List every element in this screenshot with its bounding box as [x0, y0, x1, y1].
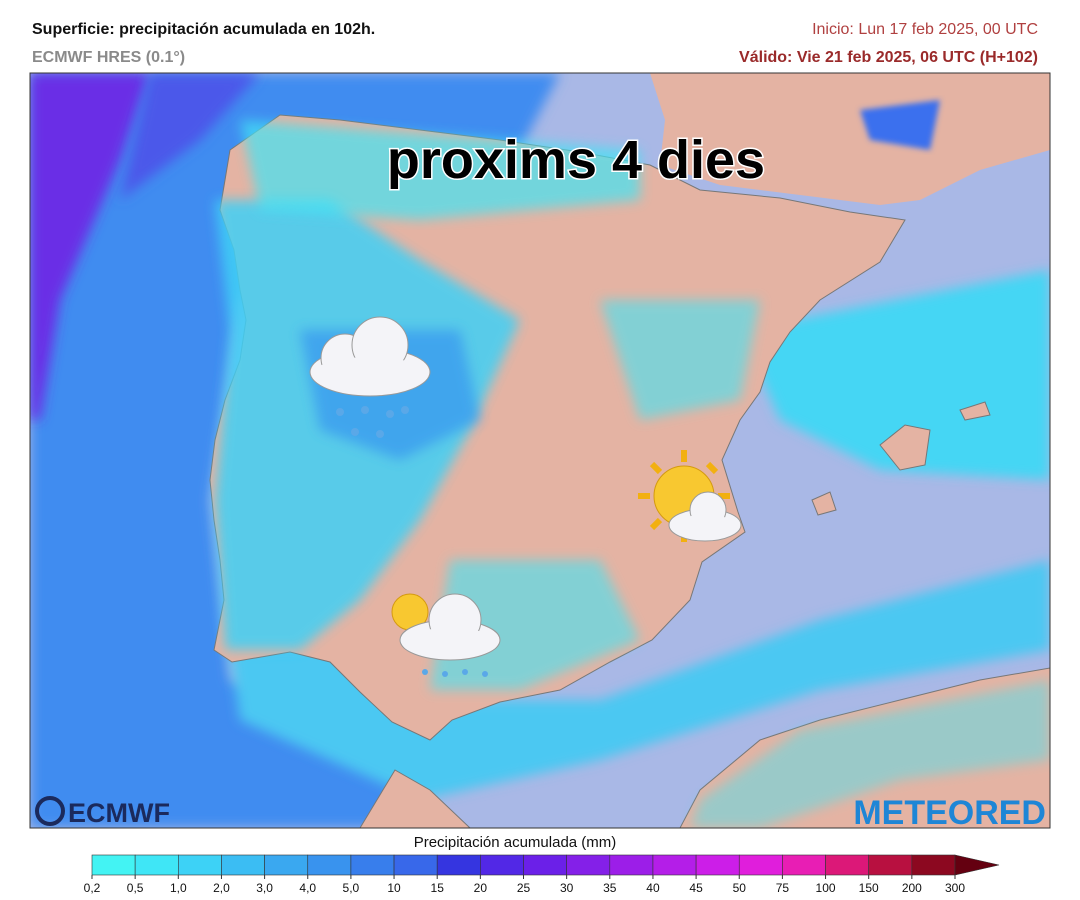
land-morocco: [359, 769, 471, 828]
land-menorca: [959, 401, 991, 421]
legend-swatch: [911, 854, 956, 876]
legend-swatch: [480, 854, 524, 876]
map: proxims 4 dies ECMWF METEORED: [30, 73, 1050, 832]
precip-heavy: [30, 73, 150, 420]
logo-ecmwf: ECMWF: [35, 796, 170, 828]
legend-swatch: [264, 854, 309, 876]
precip-alps: [860, 100, 940, 150]
map-frame: [29, 72, 1051, 829]
legend-swatch: [307, 854, 352, 876]
land-ibiza: [811, 491, 837, 516]
legend-swatch: [566, 854, 611, 876]
precip-atlantic: [30, 73, 560, 828]
precip-africa: [690, 680, 1050, 828]
precip-ne: [600, 300, 760, 420]
legend-label: 4,0: [299, 881, 316, 895]
icon-rain: [309, 316, 431, 438]
title: Superficie: precipitación acumulada en 1…: [32, 21, 375, 38]
logo-meteored: METEORED: [853, 794, 1046, 832]
precip-east: [740, 270, 1050, 480]
legend-label: 150: [859, 881, 879, 895]
legend-label: 30: [560, 881, 574, 895]
icon-sun-cloud: [638, 450, 742, 542]
legend-label: 25: [517, 881, 531, 895]
legend-label: 10: [387, 881, 401, 895]
legend-swatch: [350, 854, 395, 876]
legend-label: 0,5: [127, 881, 144, 895]
init-time: Inicio: Lun 17 feb 2025, 00 UTC: [812, 21, 1038, 38]
legend-label: 0,2: [84, 881, 101, 895]
valid-time: Válido: Vie 21 feb 2025, 06 UTC (H+102): [739, 49, 1038, 66]
land-france: [650, 73, 1050, 205]
legend-swatch: [652, 854, 697, 876]
legend-label: 45: [689, 881, 703, 895]
legend-swatch: [221, 854, 265, 876]
model: ECMWF HRES (0.1°): [32, 49, 185, 66]
legend-swatch: [134, 854, 179, 876]
legend-swatch: [609, 854, 654, 876]
legend-label: 100: [816, 881, 836, 895]
legend-swatch: [91, 854, 136, 876]
legend-swatch: [523, 854, 567, 876]
legend-label: 3,0: [256, 881, 273, 895]
legend-label: 200: [902, 881, 922, 895]
legend-label: 20: [474, 881, 488, 895]
precip-south: [230, 560, 1050, 800]
icon-sun-cloud-rain: [391, 593, 501, 677]
logo-ecmwf-text: ECMWF: [68, 798, 170, 828]
legend-swatch: [782, 854, 826, 876]
overlay-text: proxims 4 dies: [387, 130, 765, 190]
legend-label: 40: [646, 881, 660, 895]
legend-swatch: [178, 854, 222, 876]
legend-swatch: [436, 854, 481, 876]
precip-andalusia: [430, 560, 640, 690]
legend-label: 2,0: [213, 881, 230, 895]
legend-title: Precipitación acumulada (mm): [414, 834, 617, 851]
legend-label: 1,0: [170, 881, 187, 895]
legend-arrow: [954, 854, 1000, 876]
precip-north: [240, 120, 640, 220]
legend-swatch: [868, 854, 913, 876]
legend-swatch: [738, 854, 783, 876]
legend-label: 15: [431, 881, 445, 895]
legend-swatch: [825, 854, 869, 876]
legend-swatch: [393, 854, 438, 876]
precip-band: [120, 73, 260, 200]
legend-label: 75: [776, 881, 790, 895]
legend-label: 5,0: [343, 881, 360, 895]
legend-label: 50: [733, 881, 747, 895]
legend: 0,2 0,5 1,0 2,0 3,0 4,0 5,0 10 15 20 25 30 35 40 45 50 7…: [84, 854, 1000, 895]
legend-label: 300: [945, 881, 965, 895]
land-mallorca: [879, 424, 931, 471]
legend-label: 35: [603, 881, 617, 895]
legend-swatch: [695, 854, 740, 876]
